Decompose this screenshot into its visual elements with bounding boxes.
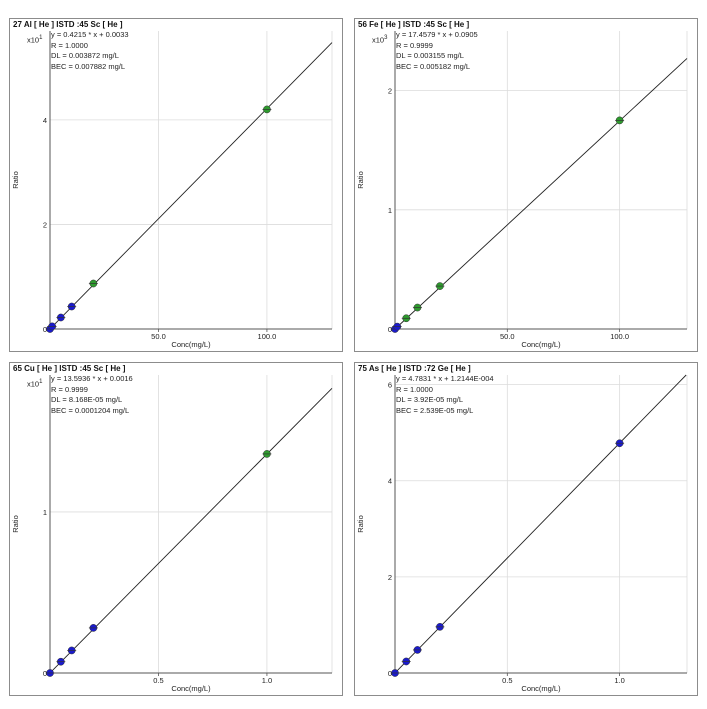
r-value-text: R = 0.9999	[396, 40, 433, 50]
calibration-panel-fe: 56 Fe [ He ] ISTD :45 Sc [ He ] x103 y =…	[354, 18, 698, 352]
equation-text: y = 13.5936 * x + 0.0016	[51, 374, 133, 383]
x-tick-label: 0.5	[502, 676, 512, 685]
calibration-plot: 0.5 1.0 0 1 Conc(mg/L) Ratio	[11, 375, 333, 693]
calibration-panel-al: 27 Al [ He ] ISTD :45 Sc [ He ] x101 y =…	[9, 18, 343, 352]
panel-title: 56 Fe [ He ] ISTD :45 Sc [ He ]	[358, 20, 470, 29]
y-tick-label: 0	[388, 669, 392, 678]
regression-info: y = 4.7831 * x + 1.2144E-004 R = 1.0000 …	[396, 374, 494, 416]
y-scale-factor: x101	[27, 35, 43, 45]
x-tick-label: 100.0	[610, 332, 629, 341]
regression-info: y = 0.4215 * x + 0.0033 R = 1.0000 DL = …	[51, 30, 129, 72]
calibration-line	[49, 388, 333, 674]
y-tick-label: 2	[43, 220, 47, 229]
panel-title: 27 Al [ He ] ISTD :45 Sc [ He ]	[13, 20, 123, 29]
bec-text: BEC = 0.007882 mg/L	[51, 61, 126, 71]
y-tick-label: 0	[43, 325, 47, 334]
x-tick-label: 100.0	[258, 332, 277, 341]
r-value-text: R = 0.9999	[51, 384, 88, 394]
equation-text: y = 4.7831 * x + 1.2144E-004	[396, 374, 494, 383]
y-axis-label: Ratio	[356, 515, 365, 533]
calibration-line	[394, 58, 688, 330]
y-tick-label: 4	[388, 477, 392, 486]
equation-text: y = 0.4215 * x + 0.0033	[51, 30, 129, 39]
x-tick-label: 1.0	[614, 676, 624, 685]
y-tick-label: 6	[388, 381, 392, 390]
x-axis-label: Conc(mg/L)	[171, 340, 211, 349]
calibration-plot: 0.5 1.0 0 2 4 6 Conc(mg/L) Ratio	[356, 374, 688, 693]
y-scale-factor: x103	[372, 35, 388, 45]
calibration-plot: 50.0 100.0 0 2 4 Conc(mg/L) Ratio	[11, 31, 333, 349]
y-axis-label: Ratio	[11, 171, 20, 189]
y-scale-factor: x101	[27, 379, 43, 389]
x-axis-label: Conc(mg/L)	[521, 340, 561, 349]
calibration-line	[394, 374, 687, 674]
x-tick-label: 1.0	[262, 676, 272, 685]
y-tick-label: 2	[388, 87, 392, 96]
y-tick-label: 2	[388, 573, 392, 582]
y-tick-label: 1	[388, 206, 392, 215]
dl-text: DL = 0.003872 mg/L	[51, 51, 119, 60]
bec-text: BEC = 0.0001204 mg/L	[51, 405, 130, 415]
dl-text: DL = 0.003155 mg/L	[396, 51, 464, 60]
calibration-line	[49, 42, 333, 330]
y-axis-label: Ratio	[356, 171, 365, 189]
regression-info: y = 17.4579 * x + 0.0905 R = 0.9999 DL =…	[396, 30, 478, 72]
y-tick-label: 0	[43, 669, 47, 678]
r-value-text: R = 1.0000	[51, 40, 88, 50]
equation-text: y = 17.4579 * x + 0.0905	[396, 30, 478, 39]
regression-info: y = 13.5936 * x + 0.0016 R = 0.9999 DL =…	[51, 374, 133, 416]
x-tick-label: 50.0	[500, 332, 515, 341]
y-axis-label: Ratio	[11, 515, 20, 533]
y-tick-label: 1	[43, 508, 47, 517]
calibration-panel-cu: 65 Cu [ He ] ISTD :45 Sc [ He ] x101 y =…	[9, 362, 343, 696]
bec-text: BEC = 2.539E-05 mg/L	[396, 405, 474, 415]
y-tick-label: 0	[388, 325, 392, 334]
panel-title: 65 Cu [ He ] ISTD :45 Sc [ He ]	[13, 364, 126, 373]
x-axis-label: Conc(mg/L)	[521, 684, 561, 693]
x-axis-label: Conc(mg/L)	[171, 684, 211, 693]
bec-text: BEC = 0.005182 mg/L	[396, 61, 471, 71]
panel-title: 75 As [ He ] ISTD :72 Ge [ He ]	[358, 364, 471, 373]
x-tick-label: 0.5	[153, 676, 163, 685]
dl-text: DL = 3.92E-05 mg/L	[396, 395, 464, 404]
calibration-panel-as: 75 As [ He ] ISTD :72 Ge [ He ] y = 4.78…	[354, 362, 698, 696]
calibration-plot: 50.0 100.0 0 1 2 Conc(mg/L) Ratio	[356, 31, 688, 349]
y-tick-label: 4	[43, 116, 47, 125]
r-value-text: R = 1.0000	[396, 384, 433, 394]
dl-text: DL = 8.168E-05 mg/L	[51, 395, 123, 404]
x-tick-label: 50.0	[151, 332, 166, 341]
